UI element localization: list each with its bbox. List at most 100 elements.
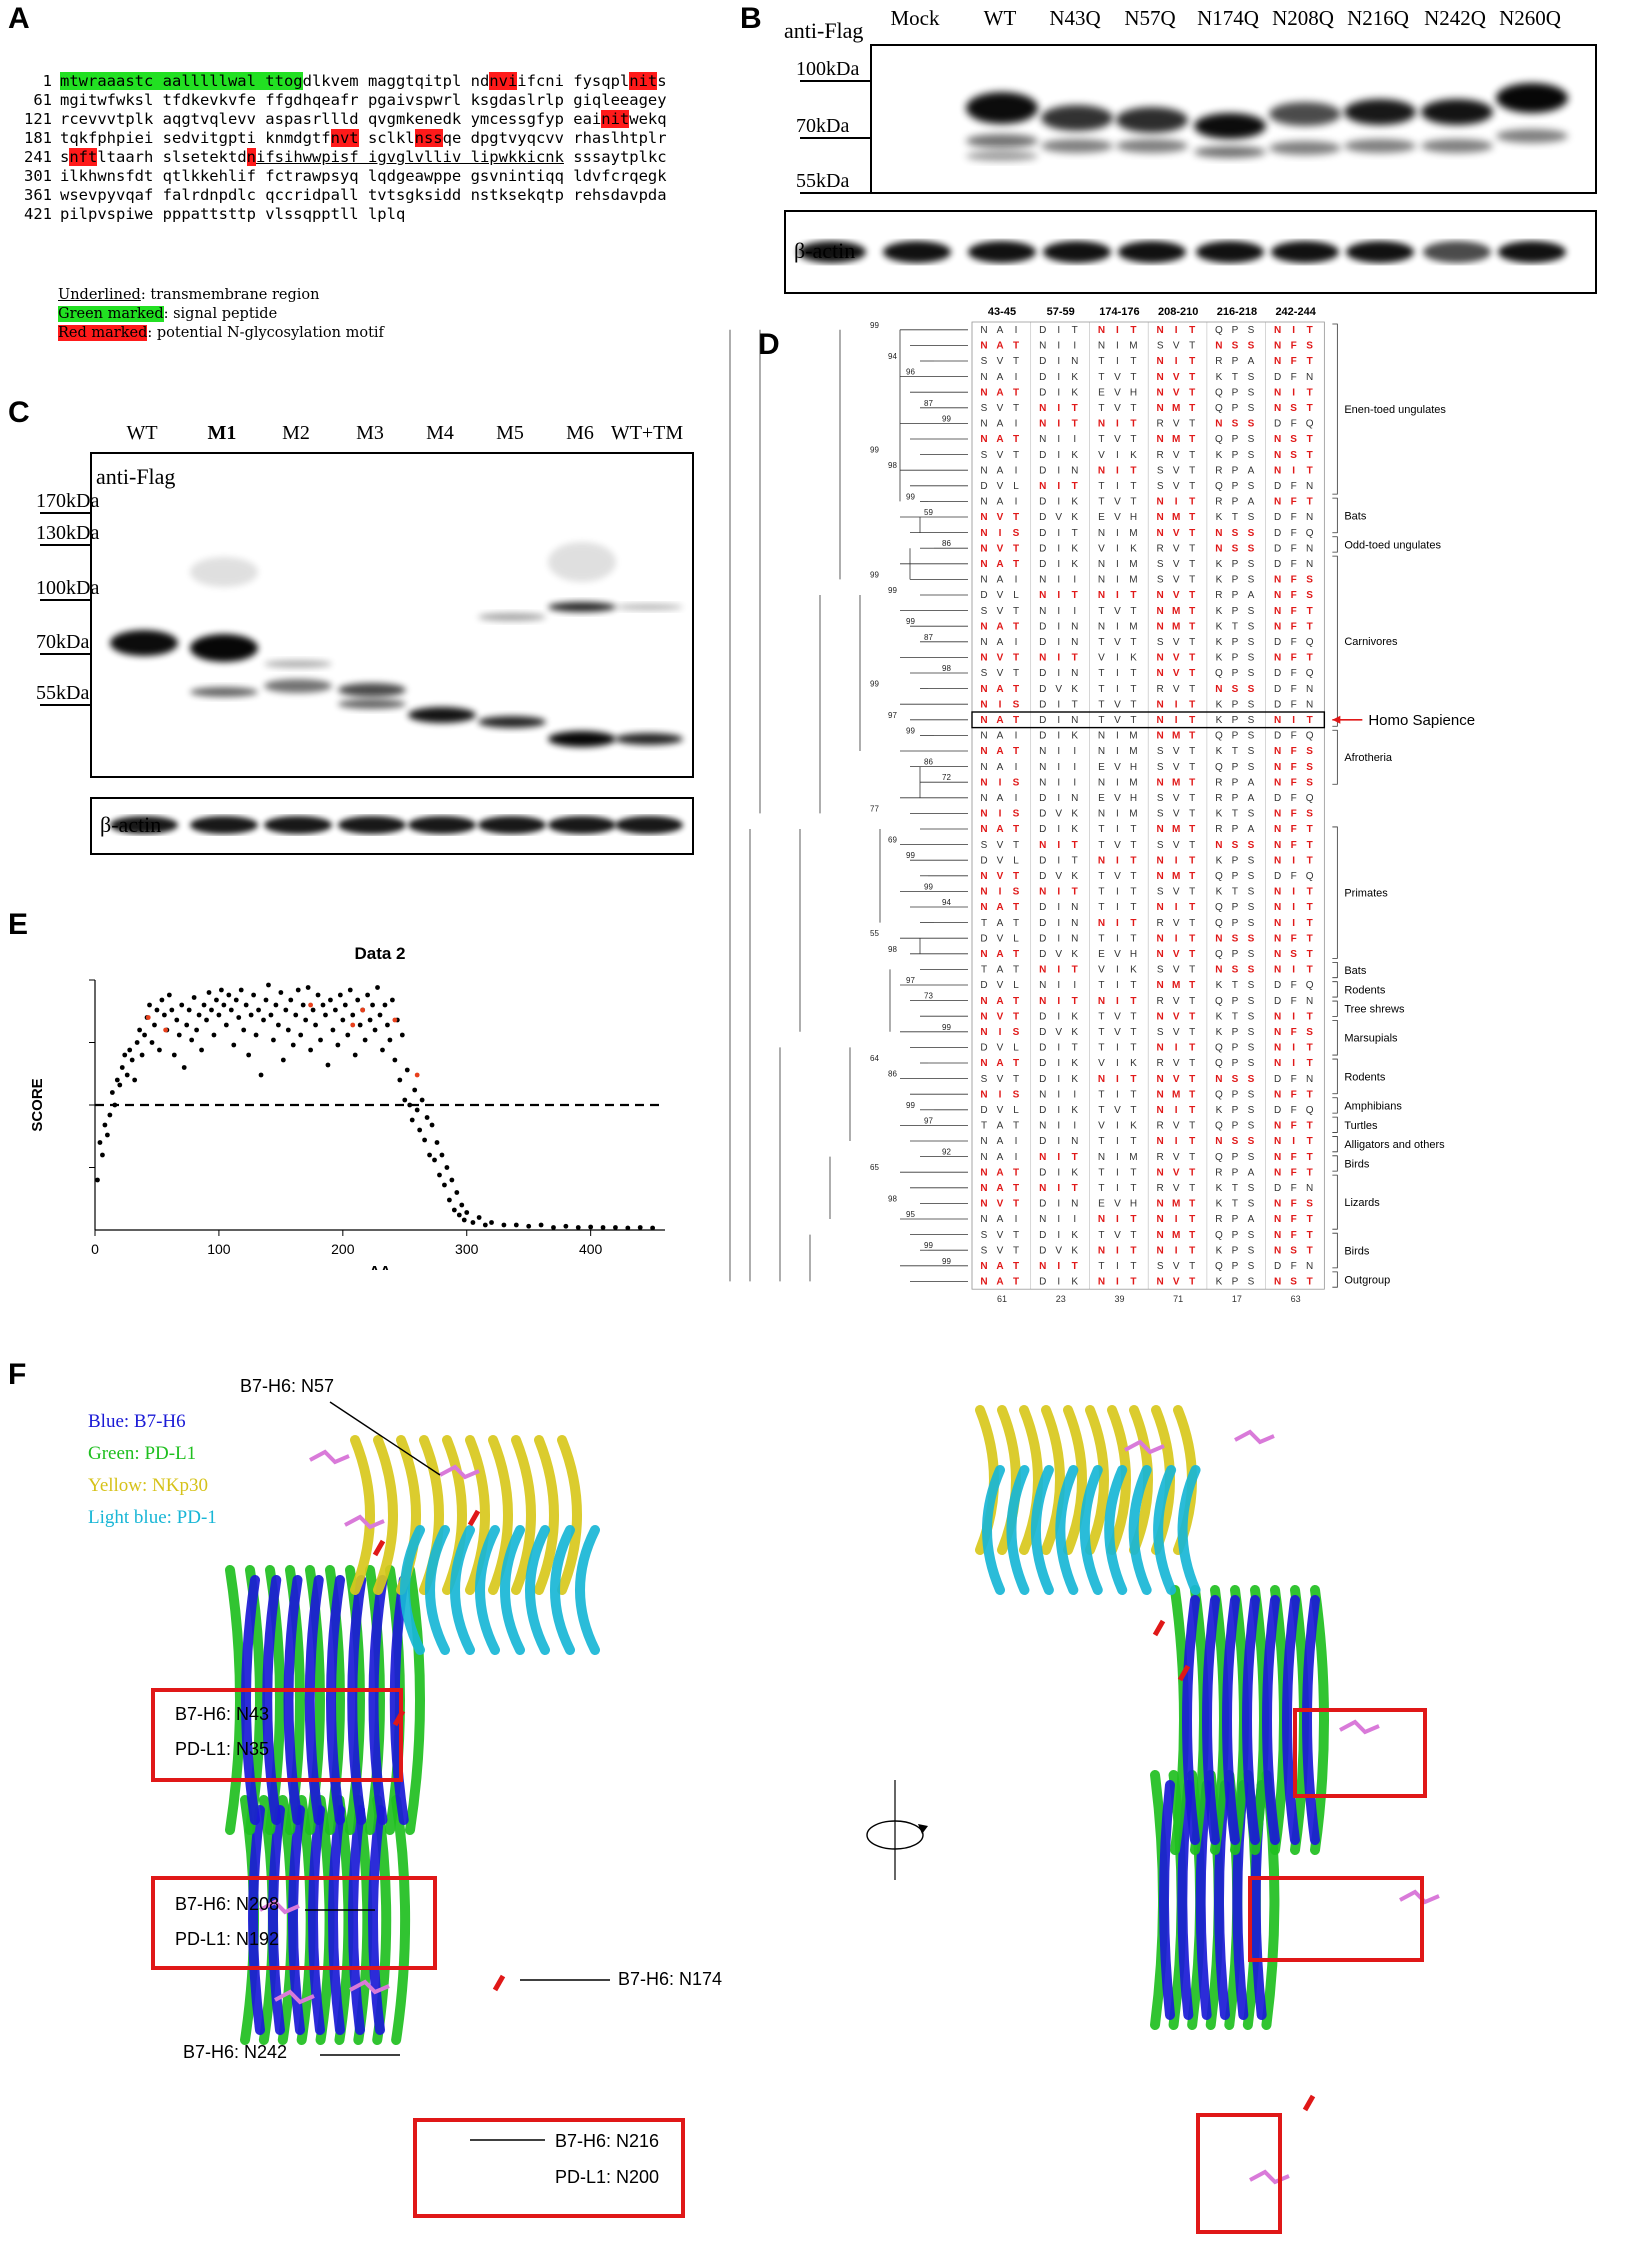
residue: T [1130, 699, 1136, 710]
residue: R [1215, 497, 1222, 508]
residue: T [1072, 840, 1078, 851]
residue: T [1189, 996, 1195, 1007]
residue: N [1039, 403, 1046, 414]
protein-band [1194, 113, 1266, 139]
residue: I [1116, 1167, 1119, 1178]
residue: A [996, 1261, 1003, 1272]
data-point [308, 1047, 314, 1053]
residue: T [1013, 1058, 1019, 1069]
glycosylation-motif: nft [69, 148, 98, 166]
score-scatter-chart: Data 20100200300400AASCORE [29, 944, 665, 1270]
residue: N [1157, 512, 1164, 523]
residue: I [1116, 621, 1119, 632]
residue: I [1292, 465, 1295, 476]
residue: I [1057, 918, 1060, 929]
residue: N [980, 902, 987, 913]
residue-number: 1 [42, 72, 52, 90]
data-point [456, 1212, 462, 1218]
residue: E [1098, 762, 1105, 773]
residue: V [1114, 871, 1121, 882]
residue: S [1248, 450, 1255, 461]
residue: N [1071, 715, 1078, 726]
residue: N [1039, 606, 1046, 617]
data-point [563, 1223, 569, 1229]
residue: D [1274, 980, 1281, 991]
residue: T [1307, 1245, 1313, 1256]
x-tick-label: 100 [207, 1241, 231, 1257]
residue: D [1039, 372, 1046, 383]
sequence-segment: dlkvem maggtqitpl nd [302, 72, 490, 90]
b7h6-strand [1222, 1595, 1240, 1845]
residue: D [1274, 1105, 1281, 1116]
residue: A [997, 325, 1004, 336]
site-header: 242-244 [1275, 306, 1316, 318]
residue: N [1274, 1245, 1281, 1256]
data-point [233, 997, 239, 1003]
actin-b-bands [798, 241, 1566, 263]
residue: D [1039, 855, 1046, 866]
residue: S [1306, 809, 1313, 820]
b7h6-strand [268, 1805, 285, 2035]
residue: V [1173, 793, 1180, 804]
residue: M [1172, 871, 1180, 882]
residue: I [1057, 621, 1060, 632]
residue: V [1114, 1105, 1121, 1116]
residue: E [1098, 793, 1105, 804]
western-blot-c [90, 452, 694, 778]
residue: I [1057, 419, 1060, 430]
residue: T [1189, 1167, 1195, 1178]
residue: T [1072, 965, 1078, 976]
b7h6-strand [389, 1575, 409, 1825]
nkp30-strand [1107, 1405, 1131, 1555]
b7h6-strand [1282, 1595, 1300, 1845]
marker-tick [40, 653, 92, 655]
residue: D [1039, 1199, 1046, 1210]
data-point [163, 1027, 169, 1033]
residue: M [1172, 621, 1180, 632]
residue: I [1057, 543, 1060, 554]
residue: V [997, 1230, 1004, 1241]
sequence-line: 241 snftltaarh slsetektdnifsihwwpisf igvg… [10, 148, 667, 166]
residue: I [1116, 1089, 1119, 1100]
residue: P [1232, 949, 1239, 960]
residue: T [1130, 1214, 1136, 1225]
residue: T [1013, 1277, 1019, 1288]
residue: T [1307, 465, 1313, 476]
residue: M [1129, 341, 1137, 352]
residue: T [1189, 715, 1195, 726]
residue: I [1057, 1261, 1060, 1272]
residue: N [980, 512, 987, 523]
lane-label: M2 [282, 422, 310, 444]
data-point [387, 1037, 393, 1043]
group-label: Alligators and others [1344, 1139, 1445, 1151]
residue: M [1129, 528, 1137, 539]
bootstrap-value: 99 [906, 726, 915, 735]
residue: I [1057, 1230, 1060, 1241]
residue: I [1057, 341, 1060, 352]
residue: L [1013, 980, 1019, 991]
data-point [414, 1107, 420, 1113]
residue: F [1291, 559, 1297, 570]
residue: N [1071, 793, 1078, 804]
residue: N [1157, 1277, 1164, 1288]
residue: R [1157, 543, 1164, 554]
residue: N [1098, 419, 1105, 430]
residue: T [1189, 356, 1195, 367]
bootstrap-value: 99 [942, 414, 951, 423]
data-point [251, 992, 257, 998]
residue: T [1013, 606, 1019, 617]
residue: N [980, 434, 987, 445]
residue: V [997, 403, 1004, 414]
residue: V [1098, 653, 1105, 664]
residue: N [980, 1261, 987, 1272]
residue: V [1173, 996, 1180, 1007]
marker-tick [40, 704, 92, 706]
rotation-icon [866, 1820, 924, 1850]
bootstrap-value: 64 [870, 1054, 879, 1063]
data-point [446, 1197, 452, 1203]
residue: N [1157, 1011, 1164, 1022]
residue: T [1098, 1105, 1104, 1116]
residue: T [1232, 1183, 1238, 1194]
data-point [409, 1117, 415, 1123]
residue: T [1098, 980, 1104, 991]
